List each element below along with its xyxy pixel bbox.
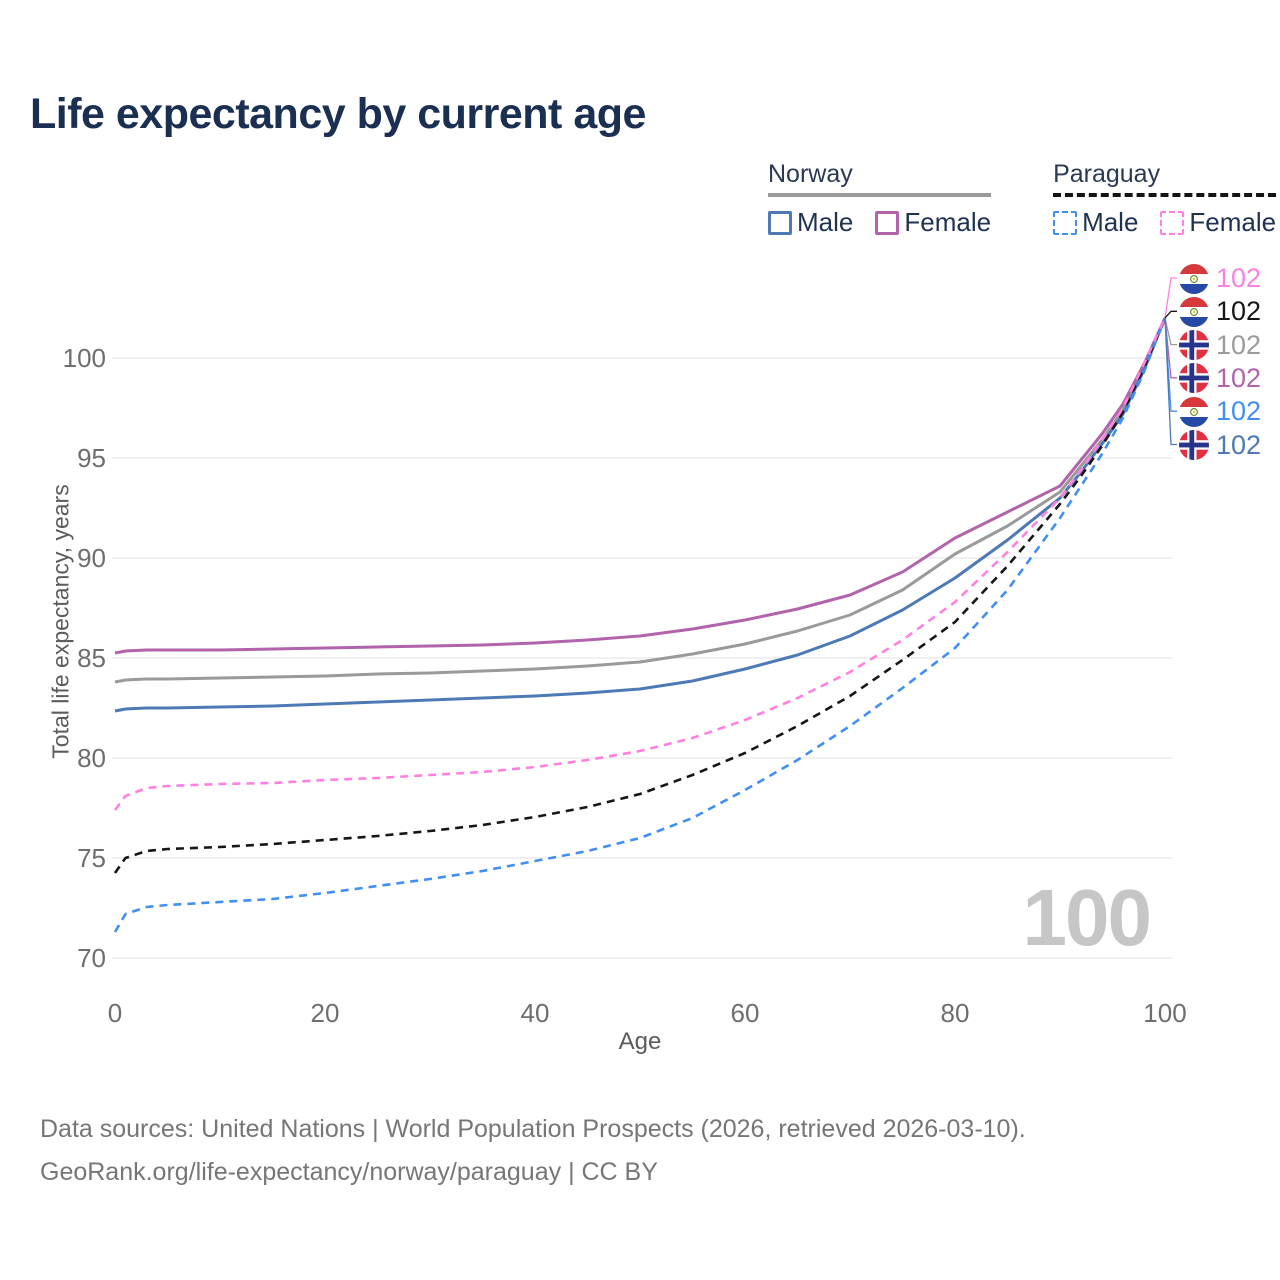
paraguay-flag-icon	[1179, 396, 1209, 427]
y-tick-95: 95	[77, 443, 106, 473]
legend-item-label: Male	[1082, 207, 1139, 237]
y-axis-title: Total life expectancy, years	[47, 484, 74, 759]
end-label-connector-paraguay-female	[1164, 277, 1177, 319]
legend-item-paraguay-male[interactable]: Male	[1053, 207, 1138, 238]
end-value: 102	[1216, 362, 1262, 393]
end-label-paraguay-both-sexes: 102	[1179, 296, 1261, 327]
legend-item-label: Male	[797, 207, 854, 237]
legend-group-paraguay: Paraguay Male Female	[1053, 160, 1277, 238]
end-value: 102	[1216, 396, 1262, 427]
norway-female-swatch-icon	[875, 210, 900, 235]
x-tick-40: 40	[521, 998, 550, 1028]
y-tick-75: 75	[77, 843, 106, 873]
end-label-paraguay-female: 102	[1179, 263, 1261, 294]
y-tick-100: 100	[63, 343, 106, 373]
y-tick-85: 85	[77, 643, 106, 673]
end-label-paraguay-male: 102	[1179, 396, 1261, 427]
legend: Norway Male Female Paraguay Male	[768, 160, 1277, 238]
end-value: 102	[1216, 263, 1262, 293]
paraguay-male-swatch-icon	[1053, 210, 1078, 235]
end-label-connector-norway-both-sexes	[1164, 317, 1177, 346]
legend-group-norway: Norway Male Female	[768, 160, 992, 238]
end-value: 102	[1216, 296, 1262, 327]
series-line-norway-male	[114, 317, 1167, 713]
x-tick-80: 80	[941, 998, 970, 1028]
y-tick-80: 80	[77, 743, 106, 773]
attribution-link[interactable]: GeoRank.org/life-expectancy/norway/parag…	[40, 1158, 658, 1186]
end-label-connector-norway-male	[1164, 317, 1177, 446]
series-line-paraguay-both-sexes	[113, 317, 1167, 874]
end-label-norway-both-sexes: 102	[1179, 330, 1261, 361]
age-counter-watermark: 100	[1022, 873, 1152, 962]
paraguay-female-swatch-icon	[1160, 210, 1185, 235]
legend-item-norway-male[interactable]: Male	[768, 207, 853, 238]
y-tick-70: 70	[77, 943, 106, 973]
legend-item-label: Female	[1189, 207, 1277, 237]
end-label-connector-paraguay-both-sexes	[1164, 310, 1177, 319]
norway-male-swatch-icon	[768, 210, 792, 235]
end-value: 102	[1216, 329, 1262, 360]
legend-country-norway[interactable]: Norway	[768, 160, 853, 188]
series-line-paraguay-female	[113, 317, 1167, 811]
end-label-norway-female: 102	[1179, 363, 1261, 394]
paraguay-flag-icon	[1179, 296, 1209, 327]
end-label-norway-male: 102	[1179, 430, 1261, 461]
series-line-paraguay-male	[113, 317, 1167, 933]
norway-flag-icon	[1179, 363, 1209, 394]
x-tick-60: 60	[731, 998, 760, 1028]
x-tick-0: 0	[108, 998, 122, 1028]
x-tick-100: 100	[1143, 998, 1186, 1028]
page-title: Life expectancy by current age	[30, 90, 646, 138]
x-tick-20: 20	[311, 998, 340, 1028]
end-value: 102	[1216, 429, 1262, 460]
footer: Data sources: United Nations | World Pop…	[40, 1108, 1240, 1194]
series-line-norway-both-sexes	[114, 317, 1167, 684]
data-sources-text: Data sources: United Nations | World Pop…	[40, 1115, 1026, 1143]
series-line-norway-female	[114, 317, 1167, 655]
legend-item-norway-female[interactable]: Female	[875, 207, 991, 238]
norway-solid-line-sample	[768, 193, 992, 197]
x-axis-title: Age	[618, 1028, 662, 1055]
legend-country-paraguay[interactable]: Paraguay	[1053, 160, 1161, 188]
y-tick-90: 90	[77, 543, 106, 573]
paraguay-flag-icon	[1179, 263, 1209, 294]
legend-item-label: Female	[904, 207, 992, 237]
norway-flag-icon	[1179, 330, 1209, 361]
norway-flag-icon	[1179, 430, 1209, 460]
legend-item-paraguay-female[interactable]: Female	[1160, 207, 1276, 238]
paraguay-dashed-line-sample	[1053, 193, 1277, 197]
end-label-connector-norway-female	[1164, 317, 1177, 379]
